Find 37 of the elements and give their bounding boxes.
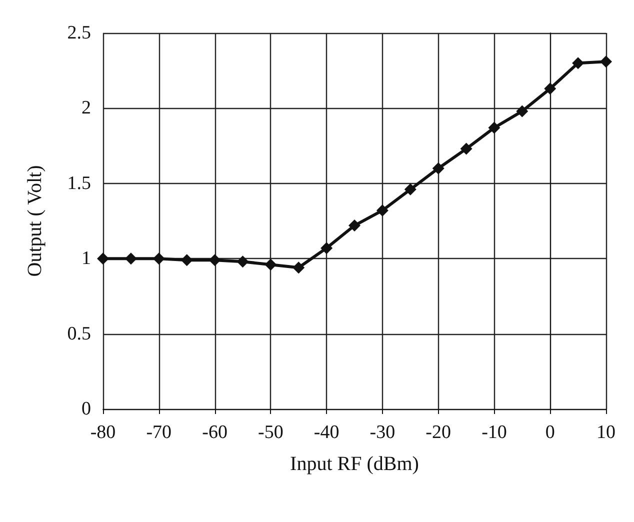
point [180, 254, 193, 266]
y-tick-label: 1 [82, 248, 91, 270]
x-axis-title: Input RF (dBm) [290, 453, 419, 475]
point [544, 82, 556, 95]
x-tick-label: -70 [146, 422, 172, 443]
y-tick-label: 1.5 [67, 172, 91, 194]
point [404, 183, 416, 196]
point [432, 162, 444, 174]
point [348, 220, 360, 232]
y-axis-title: Output ( Volt) [24, 165, 46, 277]
point [264, 258, 277, 271]
x-tick-label: -60 [202, 422, 228, 443]
point [376, 204, 388, 216]
x-tick-label: -40 [314, 422, 340, 443]
point [488, 122, 500, 134]
point [152, 252, 165, 265]
y-tick-label: 0.5 [67, 323, 91, 344]
point [236, 256, 249, 268]
x-tick-label: -80 [90, 422, 116, 443]
point [208, 254, 221, 266]
x-tick-label: 0 [545, 422, 555, 443]
y-tick-label: 0 [82, 398, 91, 420]
point [516, 105, 528, 118]
x-tick-label: -10 [482, 422, 507, 443]
x-tick-label: 10 [596, 422, 616, 443]
point [600, 56, 612, 68]
point [460, 142, 472, 155]
point [572, 57, 584, 70]
y-tick-label: 2 [82, 98, 91, 119]
x-tick-label: -30 [370, 422, 396, 443]
y-tick-label: 2.5 [67, 22, 91, 44]
point [320, 242, 333, 254]
point [124, 252, 137, 265]
point [292, 262, 305, 274]
x-tick-label: -20 [426, 422, 451, 443]
point [97, 252, 109, 265]
x-tick-label: -50 [258, 422, 284, 443]
